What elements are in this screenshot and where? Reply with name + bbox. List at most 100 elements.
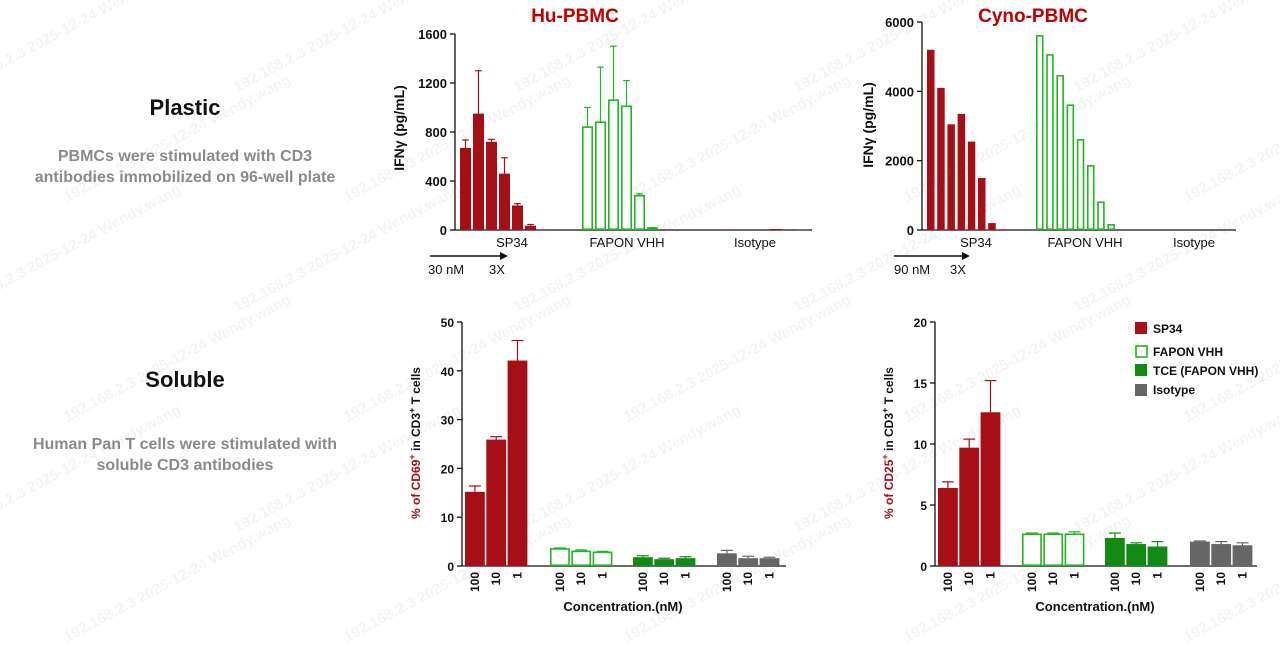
chart4-x-tick-label: 1 xyxy=(1068,572,1082,579)
chart3-fapon-vhh-bar xyxy=(593,552,611,565)
chart4-x-tick-label: 100 xyxy=(1108,572,1122,592)
chart1-fapon-vhh-bar xyxy=(648,228,657,229)
chart1-sp34-bar xyxy=(473,114,484,230)
chart1-sp34-bar xyxy=(499,174,510,230)
chart2-fapon-vhh-bar xyxy=(1078,140,1084,229)
chart2-group-label-isotype: Isotype xyxy=(1173,235,1215,250)
chart4-fapon-vhh-bar xyxy=(1044,534,1062,565)
chart1-y-tick-label: 1200 xyxy=(418,76,447,91)
chart4-x-tick-label: 100 xyxy=(941,572,955,592)
chart1-group-label-isotype: Isotype xyxy=(734,235,776,250)
chart3-x-tick-label: 10 xyxy=(574,572,588,586)
legend-swatch-isotype xyxy=(1135,384,1147,396)
chart4-x-tick-label: 100 xyxy=(1025,572,1039,592)
chart3-x-tick-label: 10 xyxy=(489,572,503,586)
chart3-x-tick-label: 1 xyxy=(596,572,610,579)
chart4-xlabel: Concentration.(nM) xyxy=(1035,599,1154,614)
chart1-fapon-vhh-bar xyxy=(609,100,618,229)
chart2-group-label-sp34: SP34 xyxy=(960,235,992,250)
chart3-tce-fapon-vhh-bar xyxy=(676,558,696,566)
chart1-fapon-vhh-bar xyxy=(596,122,605,229)
chart3-x-tick-label: 10 xyxy=(657,572,671,586)
legend-label-fapon-vhh: FAPON VHH xyxy=(1153,345,1223,359)
chart2-fapon-vhh-bar xyxy=(1088,166,1094,229)
chart1-isotype-bar xyxy=(770,229,781,230)
chart1-y-tick-label: 1600 xyxy=(418,27,447,42)
chart3-y-tick-label: 40 xyxy=(441,365,455,379)
chart1-group-label-fapon: FAPON VHH xyxy=(589,235,664,250)
chart3-x-tick-label: 1 xyxy=(763,572,777,579)
chart4-isotype-bar xyxy=(1233,545,1253,566)
chart3-x-tick-label: 100 xyxy=(636,572,650,592)
chart3-xlabel: Concentration.(nM) xyxy=(563,599,682,614)
chart4-sp34-bar xyxy=(959,448,979,566)
chart1-sp34-bar xyxy=(525,226,536,230)
chart3-isotype-bar xyxy=(738,558,758,566)
chart4-x-tick-label: 10 xyxy=(962,572,976,586)
chart2-y-tick-label: 0 xyxy=(907,223,914,238)
chart4-y-tick-label: 0 xyxy=(920,560,927,574)
chart2-fapon-vhh-bar xyxy=(1098,202,1104,229)
chart3-tce-fapon-vhh-bar xyxy=(633,557,653,566)
chart3-y-tick-label: 0 xyxy=(447,560,454,574)
chart4-x-tick-label: 1 xyxy=(1151,572,1165,579)
chart2-dilution-note: 3X xyxy=(950,262,966,277)
chart2-sp34-bar xyxy=(998,229,1006,230)
chart2-sp34-bar xyxy=(927,50,935,230)
chart4-x-tick-label: 1 xyxy=(984,572,998,579)
charts-canvas: Hu-PBMC IFNγ (pg/mL) SP34 FAPON VHH Isot… xyxy=(0,0,1280,618)
chart2-fapon-vhh-bar xyxy=(1108,225,1114,229)
chart4-isotype-bar xyxy=(1211,544,1231,566)
chart4-y-tick-label: 15 xyxy=(914,377,928,391)
chart4-ylabel-prefix: % of CD25 xyxy=(882,459,896,519)
chart1-isotype-bar xyxy=(718,229,729,230)
chart1-y-tick-label: 400 xyxy=(425,174,447,189)
chart4-x-tick-label: 10 xyxy=(1214,572,1228,586)
chart3-y-tick-label: 10 xyxy=(441,511,455,525)
chart4-fapon-vhh-bar xyxy=(1023,534,1041,565)
chart2-sp34-bar xyxy=(968,142,976,230)
chart3-fapon-vhh-bar xyxy=(572,551,590,565)
chart3-y-tick-label: 30 xyxy=(441,414,455,428)
chart4-tce-fapon-vhh-bar xyxy=(1148,546,1168,566)
chart3-x-tick-label: 1 xyxy=(679,572,693,579)
chart2-ylabel: IFNγ (pg/mL) xyxy=(860,82,876,168)
chart4-ylabel: % of CD25+ in CD3+ T cells xyxy=(880,367,896,519)
chart1-sp34-bar xyxy=(512,206,523,231)
chart1-group-label-sp34: SP34 xyxy=(496,235,528,250)
chart3-sp34-bar xyxy=(486,440,506,566)
chart3-tce-fapon-vhh-bar xyxy=(654,559,674,566)
chart4-sp34-bar xyxy=(981,412,1001,566)
chart3-x-tick-label: 100 xyxy=(553,572,567,592)
chart4-isotype-bar xyxy=(1190,542,1210,566)
chart2-sp34-bar xyxy=(947,124,955,230)
chart3-sp34-bar xyxy=(465,492,485,566)
chart3-x-tick-label: 100 xyxy=(720,572,734,592)
chart3-ylabel-suffix: in CD3 xyxy=(409,413,423,455)
chart3-isotype-bar xyxy=(760,558,780,566)
chart2-sp34-bar xyxy=(937,88,945,230)
legend-swatch-fapon-vhh xyxy=(1136,346,1147,357)
chart3-y-tick-label: 20 xyxy=(441,462,455,476)
legend-swatch-tce xyxy=(1135,364,1147,376)
chart4-tce-fapon-vhh-bar xyxy=(1105,538,1125,566)
chart4-x-tick-label: 10 xyxy=(1129,572,1143,586)
chart4-y-tick-label: 5 xyxy=(920,499,927,513)
chart2-group-label-fapon: FAPON VHH xyxy=(1047,235,1122,250)
chart1-sp34-bar xyxy=(538,229,549,230)
chart2-y-tick-label: 4000 xyxy=(885,84,914,99)
chart1-sp34-bar xyxy=(460,148,471,230)
chart2-dose-arrowhead xyxy=(962,252,970,260)
chart4-x-tick-label: 10 xyxy=(1046,572,1060,586)
legend-label-isotype: Isotype xyxy=(1153,383,1195,397)
chart4-y-tick-label: 10 xyxy=(914,438,928,452)
chart2-fapon-vhh-bar xyxy=(1037,36,1043,229)
chart1-dose-note: 30 nM xyxy=(428,262,464,277)
chart3-x-tick-label: 100 xyxy=(468,572,482,592)
chart3-ylabel-end: T cells xyxy=(409,367,423,408)
chart3-fapon-vhh-bar xyxy=(551,549,569,565)
chart2-sp34-bar xyxy=(988,223,996,230)
chart4-ylabel-suffix: in CD3 xyxy=(882,413,896,455)
chart2-sp34-bar xyxy=(978,178,986,230)
chart3-x-tick-label: 1 xyxy=(511,572,525,579)
